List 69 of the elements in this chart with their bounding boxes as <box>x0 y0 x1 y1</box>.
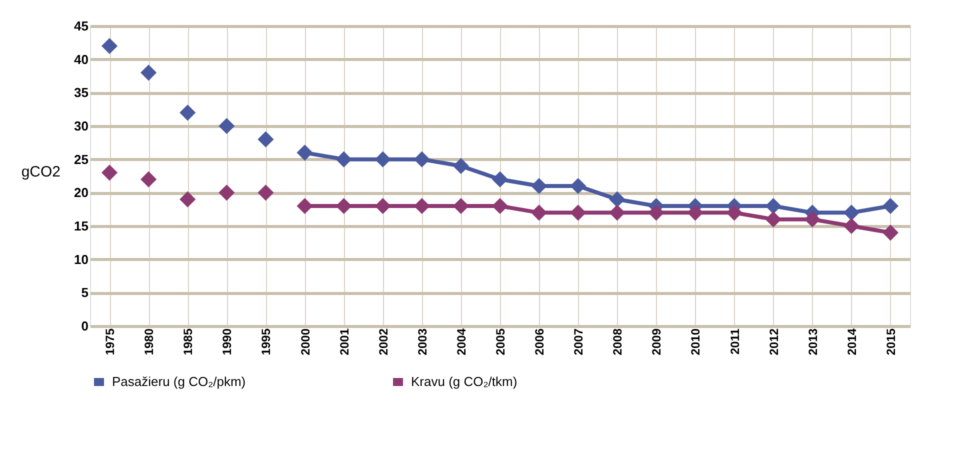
point <box>218 184 235 201</box>
x-tick-label: 2004 <box>454 328 468 356</box>
y-tick-label: 5 <box>81 285 88 300</box>
x-tick-label: 2011 <box>728 328 742 355</box>
y-axis-title: gCO2 <box>21 164 60 180</box>
point <box>452 158 470 174</box>
point <box>258 184 274 201</box>
point <box>843 218 860 234</box>
point <box>726 204 742 221</box>
point <box>687 204 704 221</box>
x-tick-label: 2006 <box>532 328 547 356</box>
x-tick-label: 2009 <box>650 328 664 356</box>
point <box>296 198 313 214</box>
point <box>765 211 782 228</box>
point <box>258 131 274 148</box>
point <box>570 204 586 221</box>
x-tick-label: 2014 <box>844 328 859 356</box>
point <box>609 204 626 221</box>
point <box>414 198 430 214</box>
y-tick-label: 15 <box>74 218 88 234</box>
point <box>296 144 313 161</box>
x-tick-label: 1975 <box>103 328 118 356</box>
y-tick-label: 0 <box>81 318 88 334</box>
y-tick-label: 35 <box>74 85 88 100</box>
point <box>882 224 899 241</box>
point <box>374 151 391 168</box>
x-tick-label: 2013 <box>806 328 820 356</box>
point <box>101 38 118 54</box>
point <box>336 151 352 168</box>
x-tick-label: 2007 <box>572 328 586 356</box>
legend-label: Pasažieru (g CO₂/pkm) <box>112 374 246 389</box>
point <box>414 151 430 168</box>
y-tick-label: 45 <box>74 18 88 34</box>
point <box>804 211 820 228</box>
point <box>374 198 391 214</box>
point <box>140 64 157 81</box>
x-tick-label: 2003 <box>415 328 430 356</box>
x-tick-label: 2002 <box>376 328 390 356</box>
y-tick-label: 40 <box>74 52 88 67</box>
point <box>180 191 196 208</box>
x-tick-label: 2012 <box>766 328 781 356</box>
point <box>101 164 118 181</box>
x-tick-label: 2001 <box>337 328 352 356</box>
point <box>570 178 586 194</box>
point <box>530 204 548 221</box>
x-tick-label: 1995 <box>259 328 274 356</box>
point <box>492 171 508 188</box>
x-tick-label: 1985 <box>181 328 196 356</box>
legend-label: Kravu (g CO₂/tkm) <box>411 374 518 389</box>
y-tick-label: 25 <box>74 152 88 167</box>
x-tick-label: 2005 <box>494 328 508 356</box>
x-tick-label: 2000 <box>298 328 312 356</box>
point <box>765 198 782 214</box>
x-tick-label: 2010 <box>688 328 703 356</box>
point <box>843 204 860 221</box>
point <box>882 198 899 214</box>
point <box>648 204 664 221</box>
x-tick-label: 1990 <box>220 328 234 356</box>
point <box>609 191 626 208</box>
y-tick-label: 20 <box>74 185 88 200</box>
x-tick-label: 2015 <box>884 328 898 356</box>
point <box>180 104 196 121</box>
point <box>218 118 235 134</box>
x-tick-label: 2008 <box>610 328 625 356</box>
x-tick-label: 1980 <box>142 328 156 356</box>
point <box>140 171 157 188</box>
point <box>336 198 352 214</box>
y-tick-label: 30 <box>74 118 88 134</box>
y-tick-label: 10 <box>74 252 88 267</box>
